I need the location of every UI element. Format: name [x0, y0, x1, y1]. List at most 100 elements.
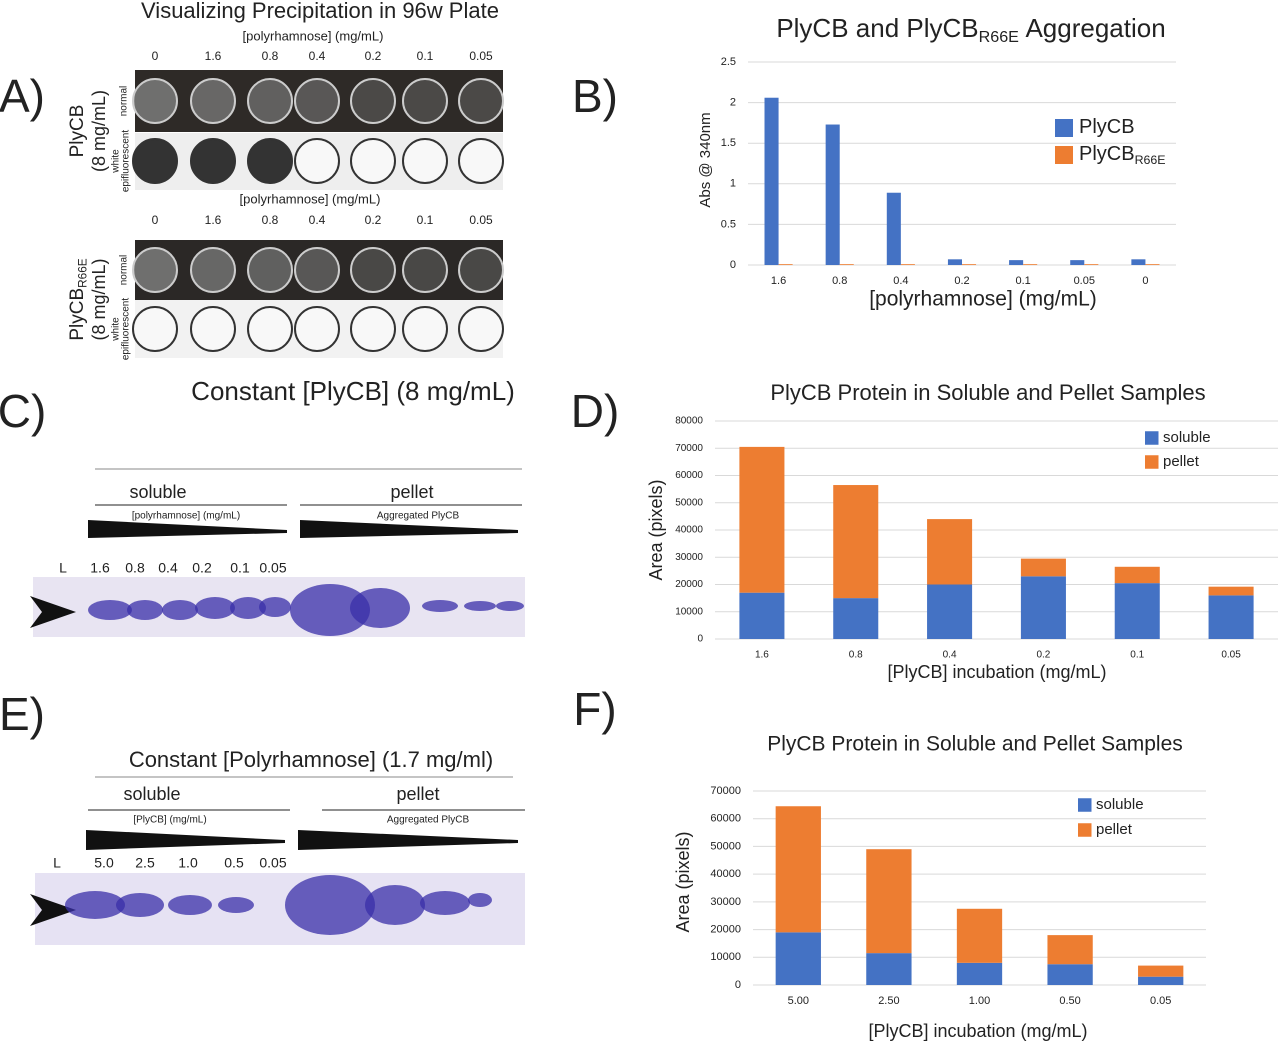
bar-segment: [1114, 583, 1160, 639]
panel-label: C): [0, 385, 46, 437]
bar-segment: [1208, 595, 1254, 639]
gradient-label: Aggregated PlyCB: [377, 511, 460, 522]
well: [247, 306, 293, 352]
well: [294, 78, 340, 124]
concentration-label: 0.2: [365, 49, 382, 63]
x-tick-label: 0.50: [1059, 995, 1080, 1007]
sample-name: PlyCB: [67, 105, 88, 158]
lane-label: 0.8: [125, 560, 145, 576]
x-tick-label: 0.8: [832, 275, 847, 287]
well: [190, 247, 236, 293]
legend-label: pellet: [1163, 453, 1200, 470]
bar: [962, 264, 977, 265]
x-tick-label: 0.8: [849, 650, 863, 661]
legend-label: soluble: [1096, 796, 1144, 813]
y-axis-label: Area (pixels): [673, 831, 693, 932]
well: [132, 306, 178, 352]
y-tick-label: 0: [735, 979, 741, 991]
well: [458, 306, 504, 352]
lane-label: 0.5: [224, 855, 244, 871]
row-label: epifluorescent: [121, 298, 132, 360]
x-tick-label: 0.05: [1221, 650, 1241, 661]
legend-label-main: PlyCB: [1079, 143, 1135, 165]
lane-label: L: [53, 855, 61, 871]
lane-label: 5.0: [94, 855, 114, 871]
gel-band: [230, 597, 266, 619]
gel-title: Constant [Polyrhamnose] (1.7 mg/ml): [129, 747, 493, 772]
gel-band: [290, 584, 370, 636]
gel-band: [168, 895, 212, 915]
lane-label: 0.1: [230, 560, 250, 576]
legend-swatch: [1055, 119, 1073, 137]
y-axis-label: Area (pixels): [646, 479, 666, 580]
well: [132, 247, 178, 293]
gradient-label: Aggregated PlyCB: [387, 815, 470, 826]
well: [190, 306, 236, 352]
y-tick-label: 1.5: [721, 137, 736, 149]
sample-name: PlyCBR66E: [67, 258, 90, 340]
y-tick-label: 80000: [675, 416, 703, 427]
legend-swatch: [1145, 455, 1159, 469]
bar-segment: [927, 584, 973, 639]
chart-title: PlyCB and PlyCBR66E Aggregation: [776, 13, 1165, 46]
legend-label-main: pellet: [1163, 453, 1200, 470]
y-tick-label: 30000: [710, 896, 741, 908]
row-label: normal: [119, 86, 130, 117]
gel-band: [496, 601, 524, 611]
lane-label: 0.2: [192, 560, 212, 576]
y-tick-label: 1: [730, 178, 736, 190]
concentration-label: 0.05: [469, 213, 493, 227]
panel-label: B): [572, 70, 618, 122]
concentration-label: 1.6: [205, 213, 222, 227]
well: [132, 138, 178, 184]
gel-band: [285, 875, 375, 935]
gel-band: [195, 597, 235, 619]
x-tick-label: 0.2: [954, 275, 969, 287]
y-tick-label: 20000: [710, 923, 741, 935]
well: [350, 78, 396, 124]
bar-segment: [866, 953, 912, 985]
bar: [900, 264, 915, 265]
x-tick-label: 1.6: [755, 650, 769, 661]
x-axis-label: [polyrhamnose] (mg/mL): [869, 288, 1097, 311]
panel-label: A): [0, 70, 45, 122]
legend-label: soluble: [1163, 429, 1211, 446]
lane-label: 1.0: [178, 855, 198, 871]
concentration-label: 0.05: [469, 49, 493, 63]
bar-segment: [833, 485, 879, 599]
bar-segment: [1047, 964, 1093, 985]
gel-band: [65, 891, 125, 919]
gel-band: [259, 597, 291, 617]
y-axis-label: Abs @ 340nm: [697, 112, 714, 207]
legend-label-main: PlyCB: [1079, 116, 1135, 138]
x-tick-label: 1.6: [771, 275, 786, 287]
well: [247, 78, 293, 124]
legend-label: PlyCB: [1079, 116, 1135, 138]
row-label: epifluorescent: [121, 130, 132, 192]
bar-segment: [1208, 586, 1254, 596]
bar-segment: [1047, 935, 1093, 965]
x-axis-label: [PlyCB] incubation (mg/mL): [887, 662, 1106, 682]
lane-label: 0.05: [259, 855, 286, 871]
bar: [839, 264, 854, 265]
y-tick-label: 70000: [675, 443, 703, 454]
lane-label: 0.4: [158, 560, 178, 576]
y-tick-label: 40000: [710, 868, 741, 880]
plate-title: Visualizing Precipitation in 96w Plate: [141, 0, 499, 23]
well: [247, 138, 293, 184]
concentration-label: 0.1: [417, 213, 434, 227]
bar: [1023, 264, 1038, 265]
x-tick-label: 0.4: [943, 650, 957, 661]
bar-segment: [833, 598, 879, 639]
gel-title: Constant [PlyCB] (8 mg/mL): [191, 376, 515, 406]
y-tick-label: 10000: [710, 951, 741, 963]
plate-axis-label: [polyrhamnose] (mg/mL): [240, 191, 381, 206]
well: [132, 78, 178, 124]
bar-segment: [956, 962, 1003, 985]
bar: [1145, 264, 1160, 265]
well: [294, 306, 340, 352]
legend-label-main: soluble: [1096, 796, 1144, 813]
sample-name-subscript: R66E: [77, 258, 90, 288]
gel-band: [162, 600, 198, 620]
